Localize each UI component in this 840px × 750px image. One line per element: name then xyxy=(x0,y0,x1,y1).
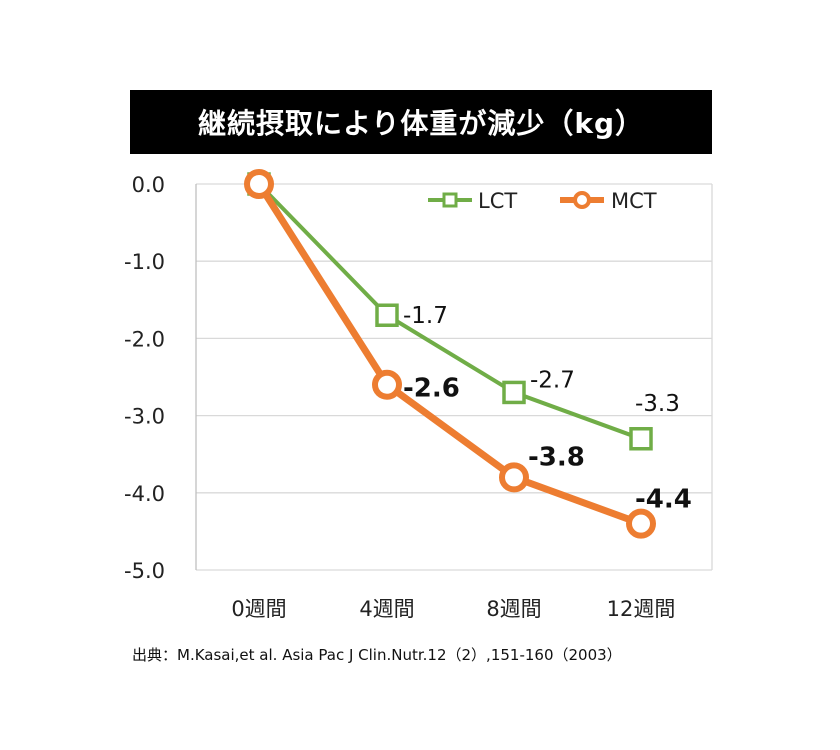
series-line-mct xyxy=(256,182,643,527)
y-tick-label: -4.0 xyxy=(124,482,165,506)
y-tick-label: 0.0 xyxy=(132,173,165,197)
legend-label: LCT xyxy=(478,189,517,213)
data-point-lct xyxy=(502,380,526,405)
legend-label: MCT xyxy=(611,189,657,213)
legend-marker xyxy=(442,192,458,208)
data-point-mct xyxy=(244,169,274,199)
data-point-mct xyxy=(499,462,529,493)
series-line-lct xyxy=(257,182,642,441)
y-tick-label: -5.0 xyxy=(124,559,165,583)
data-point-mct xyxy=(372,369,402,400)
data-label-mct: -4.4 xyxy=(635,485,692,515)
data-label-lct: -2.7 xyxy=(530,367,575,393)
y-tick-label: -1.0 xyxy=(124,250,165,274)
data-point-lct xyxy=(375,303,399,327)
x-tick-label: 4週間 xyxy=(359,597,414,621)
data-label-mct: -3.8 xyxy=(528,442,585,472)
y-tick-label: -2.0 xyxy=(124,327,165,351)
data-point-lct xyxy=(629,427,653,451)
x-tick-label: 12週間 xyxy=(607,597,676,621)
source-citation: 出典：M.Kasai,et al. Asia Pac J Clin.Nutr.1… xyxy=(132,646,622,664)
chart-title: 継続摂取により体重が減少（kg） xyxy=(130,90,712,154)
data-label-lct: -1.7 xyxy=(403,303,448,329)
x-tick-label: 8週間 xyxy=(486,597,541,621)
data-label-lct: -3.3 xyxy=(635,391,680,417)
legend-marker xyxy=(573,191,591,209)
x-tick-label: 0週間 xyxy=(231,597,286,621)
data-point-mct xyxy=(626,508,656,539)
y-tick-label: -3.0 xyxy=(124,405,165,429)
data-label-mct: -2.6 xyxy=(403,374,460,404)
